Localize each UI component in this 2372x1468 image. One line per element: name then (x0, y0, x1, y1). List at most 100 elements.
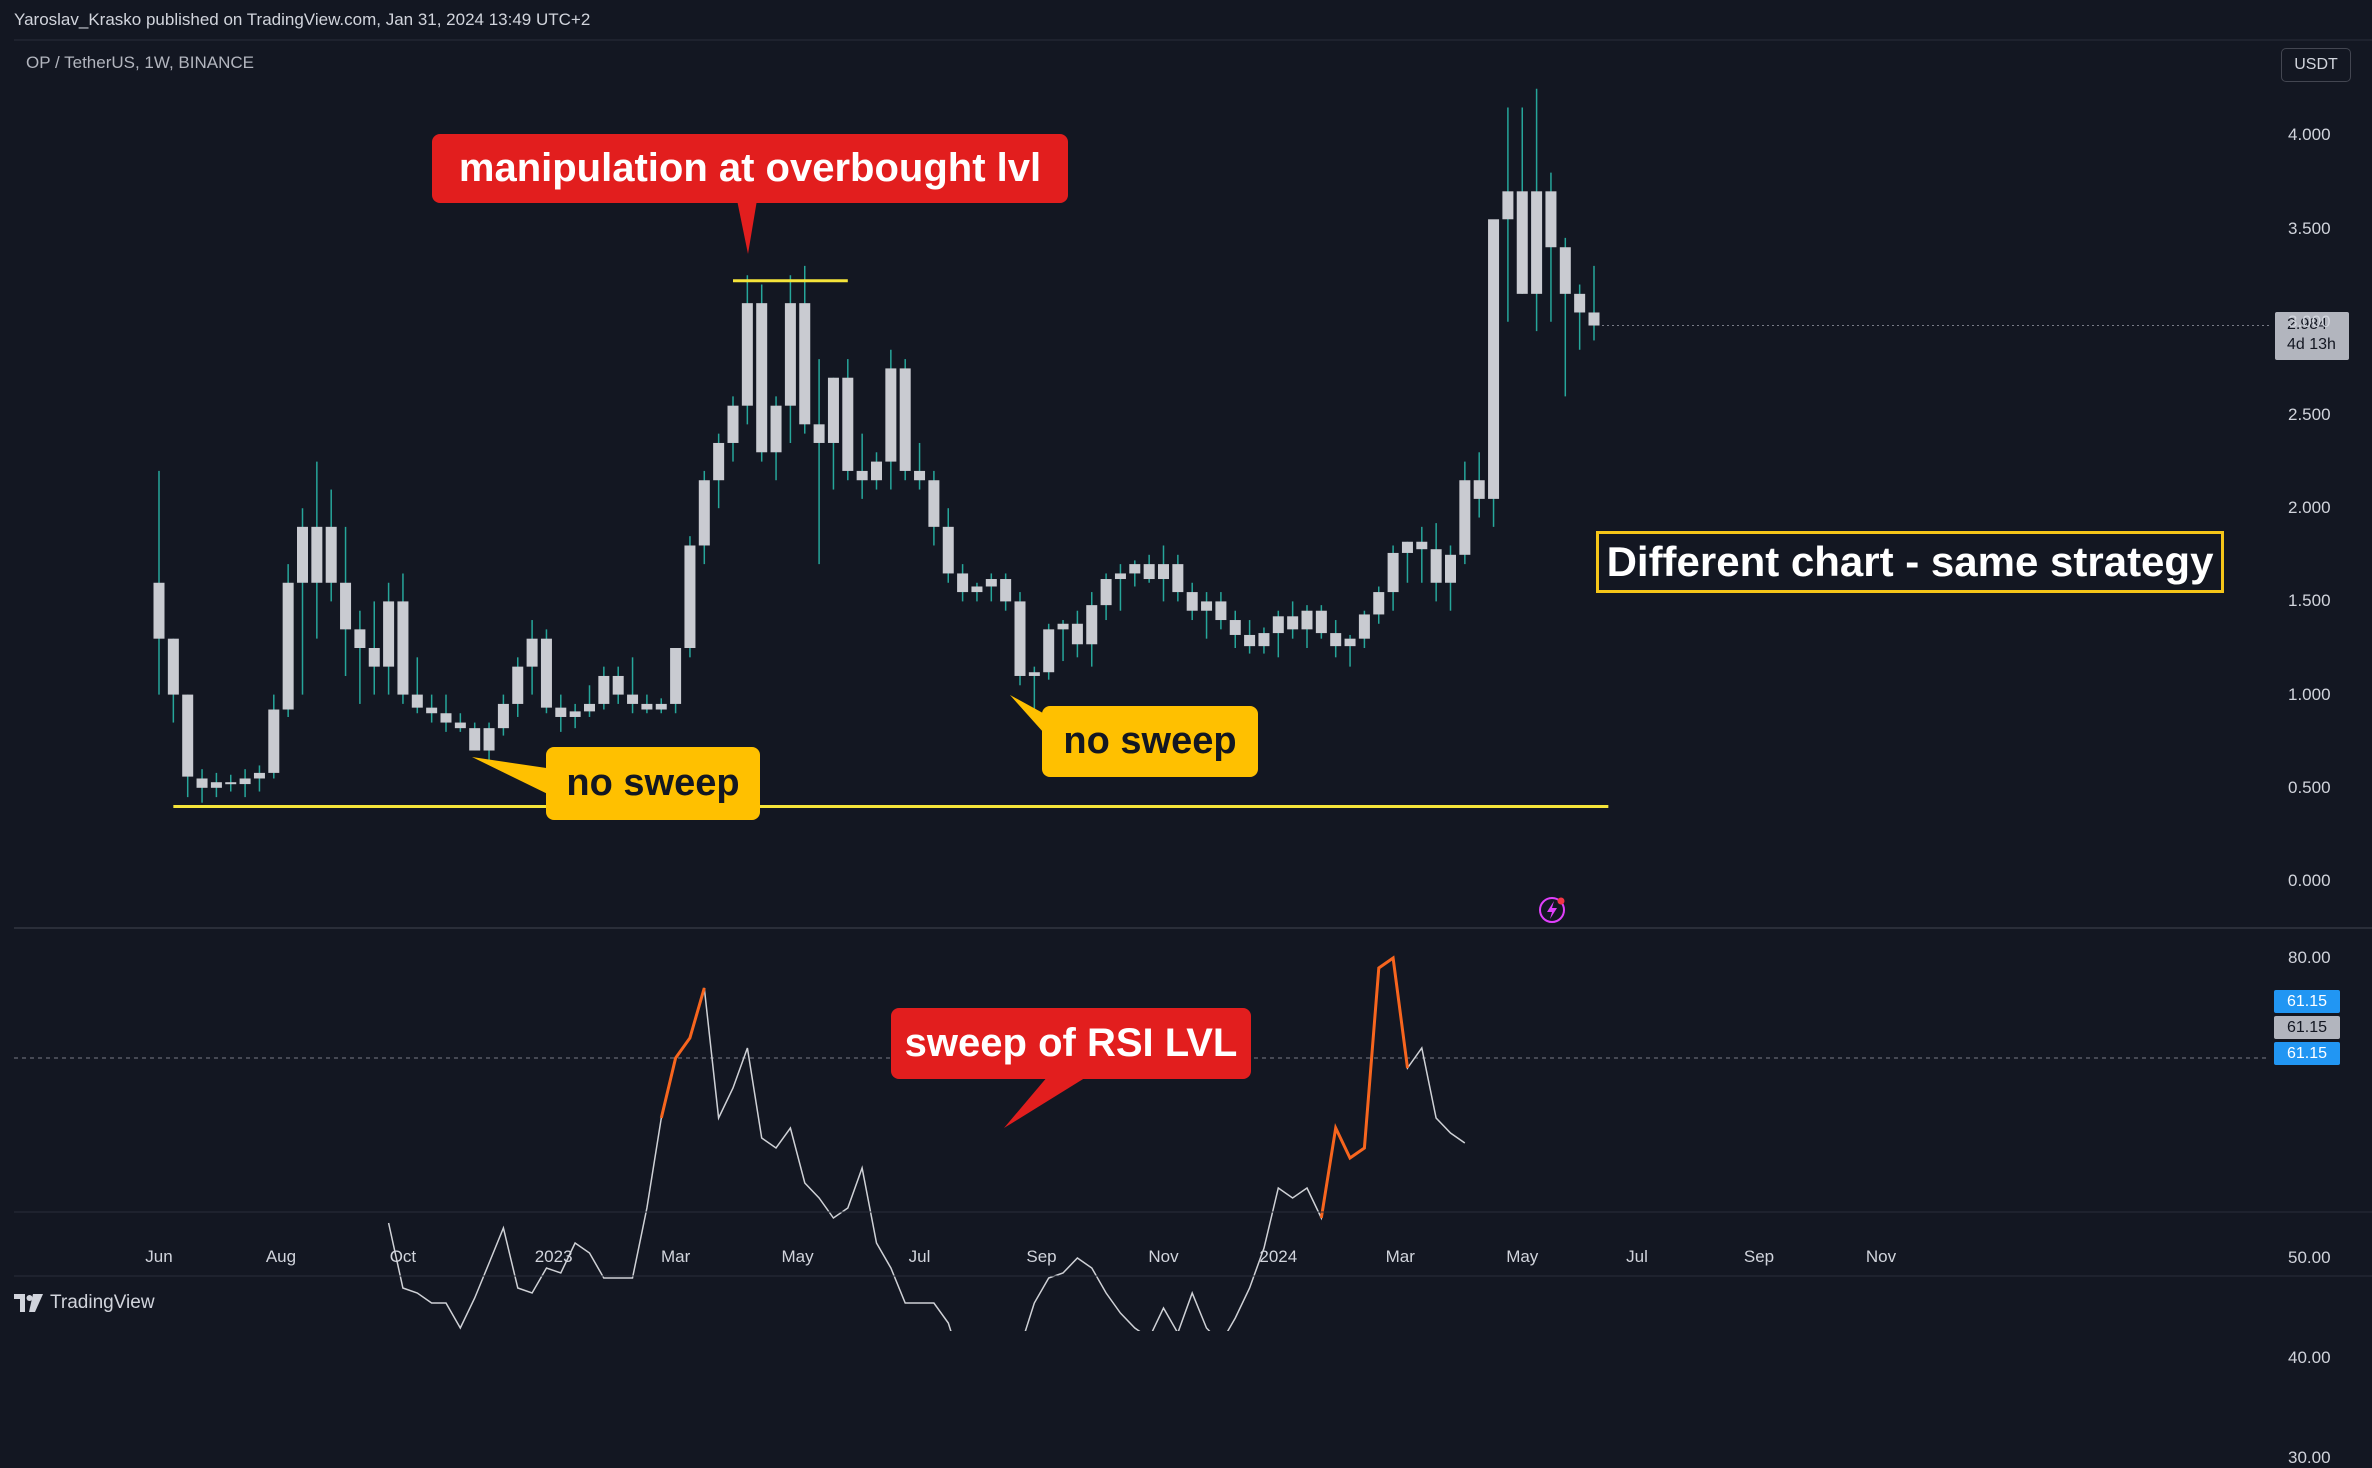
candle (397, 573, 409, 704)
candle-body (1287, 616, 1299, 630)
candle (1043, 623, 1055, 680)
candle-body (842, 377, 854, 471)
candle-body (426, 707, 438, 714)
rsi-tick: 30.00 (2288, 1448, 2331, 1467)
candle (1028, 666, 1040, 710)
candle-body (985, 579, 997, 587)
candle (1086, 592, 1098, 667)
candle (871, 452, 882, 490)
candle (856, 433, 868, 499)
candle (784, 275, 796, 443)
candle-body (210, 782, 222, 788)
candle-body (813, 424, 825, 443)
candle-body (713, 442, 725, 481)
candle-body (1516, 191, 1528, 294)
brand-name: TradingView (50, 1292, 155, 1313)
price-tick: 0.500 (2288, 777, 2331, 797)
candle-body (770, 405, 782, 453)
candle (454, 713, 466, 732)
candle (842, 359, 854, 481)
currency-button[interactable]: USDT (2281, 48, 2351, 82)
candle (1545, 172, 1557, 322)
manipulation-callout: manipulation at overbought lvl (432, 134, 1068, 203)
candle (1158, 545, 1169, 602)
candle-body (655, 703, 667, 710)
symbol-info[interactable]: OP / TetherUS, 1W, BINANCE (26, 53, 255, 72)
candle-body (899, 368, 911, 471)
candle-body (454, 722, 466, 729)
price-tick: 3.500 (2288, 218, 2331, 238)
candle-body (1488, 219, 1500, 499)
candle-body (1071, 623, 1083, 645)
candle (756, 284, 768, 462)
candle-body (1100, 579, 1112, 606)
candle (1057, 620, 1069, 662)
candle (426, 694, 438, 723)
candle (741, 275, 753, 425)
no-sweep-pointer-1 (472, 757, 560, 800)
candle (770, 396, 782, 481)
rsi-value-tag: 61.15 (2274, 1042, 2340, 1065)
candle-body (540, 638, 552, 708)
candle (225, 774, 237, 792)
candle-body (469, 728, 481, 751)
candle-body (1416, 541, 1428, 550)
candle-body (1014, 601, 1026, 676)
candle-body (827, 377, 839, 443)
price-tick: 1.500 (2288, 591, 2331, 611)
candle-body (383, 601, 395, 667)
candle-body (1459, 480, 1471, 555)
candle (985, 573, 997, 602)
candle (1315, 605, 1327, 639)
candle-body (1502, 191, 1514, 220)
candle-body (239, 778, 251, 785)
candle-body (1445, 554, 1456, 583)
candle (1201, 592, 1213, 639)
candle-body (497, 703, 509, 729)
candle (1215, 592, 1227, 630)
candle-body (1028, 672, 1040, 676)
candle (670, 648, 682, 714)
candle-body (1301, 610, 1313, 630)
candle (512, 657, 524, 717)
chart-canvas[interactable] (0, 0, 2372, 1331)
candle (368, 601, 380, 695)
candle-body (411, 694, 423, 708)
rsi-sweep-callout: sweep of RSI LVL (891, 1008, 1251, 1079)
candle-body (871, 461, 882, 481)
candle (239, 769, 251, 798)
candle-body (971, 586, 983, 593)
candle (827, 377, 839, 490)
price-tick: 2.000 (2288, 498, 2331, 518)
rsi-overbought-segment (659, 987, 706, 1119)
candle-body (1215, 601, 1227, 621)
candle (885, 349, 897, 490)
candle-body (584, 703, 595, 712)
candle (799, 265, 811, 434)
candle (899, 359, 911, 481)
candle (268, 694, 280, 779)
candle (526, 620, 538, 695)
candle (655, 698, 667, 714)
candle (354, 610, 366, 704)
candle-body (1272, 616, 1284, 634)
no-sweep-pointer-2 (1010, 695, 1052, 742)
candle-body (1186, 592, 1198, 611)
candle (483, 722, 495, 764)
candle-body (627, 694, 639, 704)
candle (1071, 610, 1083, 658)
candle (297, 508, 308, 695)
rsi-tick: 50.00 (2288, 1248, 2331, 1267)
candle (1559, 237, 1571, 397)
tradingview-brand[interactable]: TradingView (14, 1292, 155, 1314)
time-tick: Sep (1026, 1247, 1057, 1266)
candle (1401, 541, 1413, 583)
candle-body (440, 713, 452, 723)
candle (914, 442, 926, 490)
no-sweep-callout-2: no sweep (1042, 706, 1258, 777)
lightning-icon[interactable] (1537, 895, 1567, 925)
time-tick: Mar (660, 1247, 691, 1266)
candle (1330, 620, 1342, 658)
last-price-value: 2.984 (2287, 316, 2328, 333)
